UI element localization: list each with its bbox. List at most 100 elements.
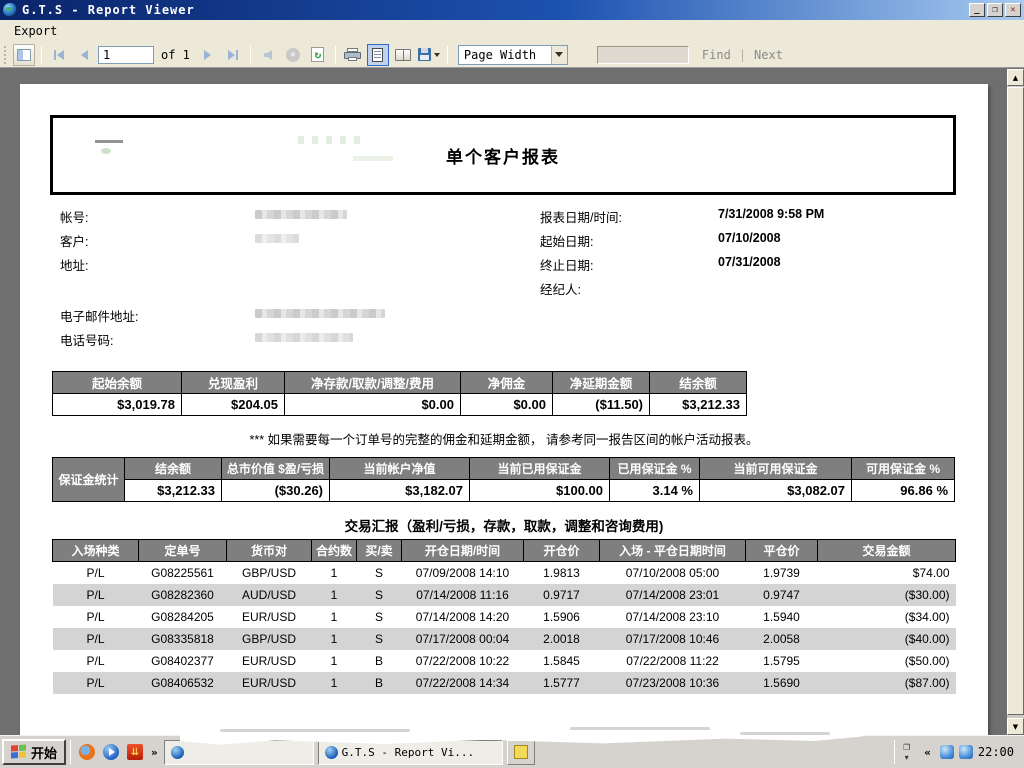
company-logo-redacted [95, 140, 123, 143]
end-date-label: 终止日期: [540, 259, 594, 273]
network-tray-icon[interactable] [939, 745, 954, 759]
chevron-down-icon [433, 52, 440, 57]
trade-cell: EUR/USD [241, 609, 296, 624]
find-link[interactable]: Find [701, 47, 731, 62]
customer-value-redacted [255, 234, 299, 243]
phone-label: 电话号码: [60, 334, 114, 348]
table-row: P/L G08335818 GBP/USD 1 S 07/17/2008 00:… [52, 627, 956, 650]
taskbar-clock: 22:00 [977, 745, 1014, 759]
taskbar-window-button[interactable] [163, 739, 314, 765]
trade-cell: 1.5777 [523, 671, 600, 694]
close-button[interactable]: ✕ [1005, 3, 1021, 17]
summary-cell: $3,212.33 [649, 393, 747, 416]
summary-cell: $3,019.78 [52, 393, 182, 416]
network-tray-icon[interactable] [958, 745, 973, 759]
next-link[interactable]: Next [754, 47, 783, 62]
document-map-icon [17, 48, 31, 61]
start-label: 开始 [31, 745, 58, 761]
trade-cell: 1 [330, 609, 338, 624]
margin-cell: ($30.26) [221, 479, 330, 502]
trade-cell: 1 [311, 627, 357, 650]
vertical-scrollbar[interactable]: ▲ ▼ [1007, 69, 1024, 735]
phone-value-redacted [255, 333, 353, 342]
page-number-input[interactable] [98, 45, 154, 64]
trade-cell: S [356, 627, 402, 650]
trade-cell: 2.0058 [745, 627, 818, 650]
trade-cell: B [374, 653, 383, 668]
trade-cell: EUR/USD [226, 671, 312, 694]
zoom-value: Page Width [463, 47, 537, 62]
column-header: 总市价值 $盈/亏损 [221, 457, 330, 480]
trade-cell: 1.5940 [763, 609, 800, 624]
quicklaunch-flashget-button[interactable]: ⇊ [125, 742, 145, 762]
quicklaunch-overflow-chevron[interactable]: » [151, 745, 158, 759]
document-map-button[interactable] [13, 43, 35, 66]
trade-cell: EUR/USD [241, 653, 296, 668]
page-setup-icon [394, 48, 411, 61]
start-button[interactable]: 开始 [2, 739, 67, 765]
taskbar-gts-button[interactable]: G.T.S - Report Vi... [317, 739, 503, 765]
trade-cell: 2.0018 [523, 627, 600, 650]
toolbar-separator [446, 45, 448, 64]
trade-cell: P/L [52, 627, 139, 650]
back-button[interactable] [257, 44, 279, 66]
company-logo-redacted [298, 136, 368, 144]
trade-cell: AUD/USD [226, 583, 312, 606]
stop-button[interactable]: ✕ [282, 44, 304, 66]
previous-page-icon [80, 49, 88, 60]
zoom-select[interactable]: Page Width [457, 44, 568, 65]
column-header: 当前已用保证金 [469, 457, 610, 480]
refresh-icon: ↻ [311, 47, 325, 62]
last-page-button[interactable] [222, 44, 244, 66]
trade-cell: G08225561 [151, 565, 214, 580]
trade-cell: 1.9813 [543, 565, 580, 580]
toolbar: of 1 ✕ ↻ Page Width Find | Next [0, 42, 1024, 68]
page-setup-button[interactable] [392, 44, 414, 66]
export-save-button[interactable] [417, 44, 441, 66]
margin-cell: $3,212.33 [124, 479, 222, 502]
overlay-smudge [740, 732, 830, 735]
yellow-note-icon [513, 745, 528, 759]
email-label: 电子邮件地址: [60, 310, 139, 324]
print-button[interactable] [342, 44, 364, 66]
margin-row-label: 保证金统计 [52, 457, 125, 502]
print-layout-button[interactable] [366, 43, 389, 66]
trade-cell: P/L [86, 653, 105, 668]
column-header: 当前帐户净值 [329, 457, 470, 480]
language-bar[interactable]: ❐ ▾ [903, 743, 910, 762]
toolbar-grip[interactable] [4, 45, 8, 64]
minimize-button[interactable]: _ [969, 3, 985, 17]
window-icon [170, 745, 184, 759]
first-page-button[interactable] [48, 44, 70, 66]
restore-button[interactable]: ❐ [987, 3, 1003, 17]
trade-cell: 07/14/2008 11:16 [401, 583, 524, 606]
quicklaunch-mediaplayer-button[interactable] [101, 742, 121, 762]
column-header: 兑现盈利 [181, 371, 285, 394]
quicklaunch-firefox-button[interactable] [77, 742, 97, 762]
refresh-button[interactable]: ↻ [307, 44, 329, 66]
report-datetime-value: 7/31/2008 9:58 PM [718, 207, 825, 221]
previous-page-button[interactable] [73, 44, 95, 66]
taskbar-notes-button[interactable] [506, 739, 535, 765]
find-text-input[interactable] [596, 45, 689, 64]
zoom-dropdown-button[interactable] [550, 45, 567, 64]
table-row: P/L G08282360 AUD/USD 1 S 07/14/2008 11:… [52, 583, 956, 606]
scroll-up-button[interactable]: ▲ [1007, 69, 1024, 86]
next-page-button[interactable] [197, 44, 219, 66]
trade-cell: $74.00 [912, 565, 950, 580]
trade-cell: S [374, 565, 383, 580]
scrollbar-thumb[interactable] [1007, 87, 1024, 715]
column-header: 交易金额 [817, 539, 956, 562]
column-header: 开仓价 [523, 539, 600, 562]
trade-cell: P/L [86, 609, 105, 624]
trade-cell: GBP/USD [241, 565, 296, 580]
scroll-down-button[interactable]: ▼ [1007, 718, 1024, 735]
trade-cell: 07/17/2008 00:04 [401, 627, 524, 650]
export-menu[interactable]: Export [14, 24, 58, 38]
trade-cell: 0.9717 [523, 583, 600, 606]
trade-cell: 07/09/2008 14:10 [415, 565, 510, 580]
commission-note: *** 如果需要每一个订单号的完整的佣金和延期金额， 请参考同一报告区间的帐户活… [249, 433, 759, 447]
summary-value-row: $3,019.78 $204.05 $0.00 $0.00 ($11.50) $… [52, 393, 747, 416]
column-header: 开仓日期/时间 [401, 539, 524, 562]
tray-collapse-chevron[interactable]: « [924, 745, 931, 759]
